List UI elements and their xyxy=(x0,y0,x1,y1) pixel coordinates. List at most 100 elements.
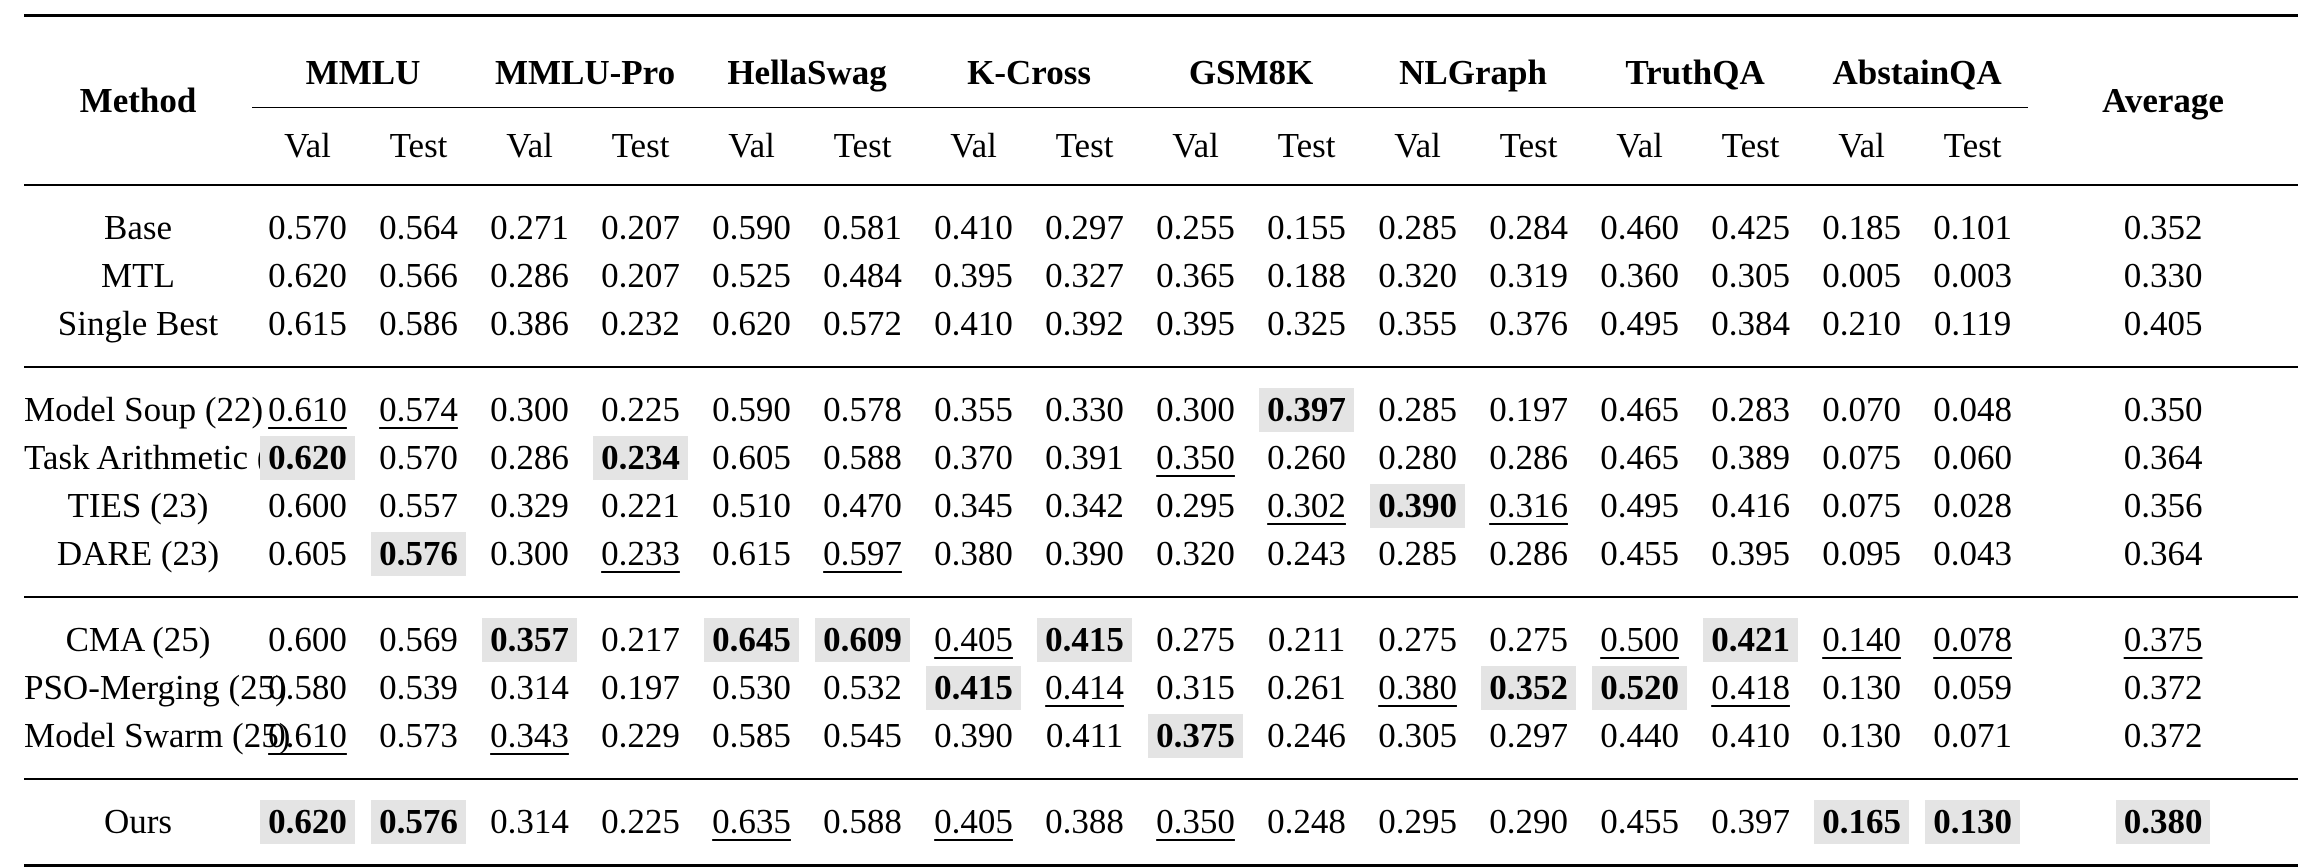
score-value: 0.280 xyxy=(1378,438,1457,477)
score-value: 0.028 xyxy=(1933,486,2012,525)
score-value: 0.530 xyxy=(712,668,791,707)
score-cell: 0.418 xyxy=(1695,664,1806,712)
split-header: Test xyxy=(807,107,919,186)
score-cell: 0.600 xyxy=(252,597,363,664)
score-cell: 0.342 xyxy=(1029,482,1140,530)
score-cell: 0.588 xyxy=(807,434,918,482)
score-value: 0.078 xyxy=(1933,620,2012,659)
score-cell: 0.600 xyxy=(252,482,363,530)
table-row: PSO-Merging (25) 0.580 0.539 0.314 0.197 0.53… xyxy=(24,664,2298,712)
score-cell: 0.525 xyxy=(696,252,807,300)
score-cell: 0.305 xyxy=(1695,252,1806,300)
score-value: 0.545 xyxy=(823,716,902,755)
score-cell: 0.564 xyxy=(363,185,474,252)
score-value: 0.300 xyxy=(1156,390,1235,429)
score-cell: 0.078 xyxy=(1917,597,2028,664)
score-value: 0.605 xyxy=(712,438,791,477)
score-value: 0.217 xyxy=(601,620,680,659)
score-value: 0.255 xyxy=(1156,208,1235,247)
score-value: 0.130 xyxy=(1925,800,2020,844)
score-cell: 0.315 xyxy=(1140,664,1251,712)
score-value: 0.397 xyxy=(1259,388,1354,432)
score-cell: 0.275 xyxy=(1140,597,1251,664)
score-cell: 0.620 xyxy=(696,300,807,367)
score-cell: 0.605 xyxy=(252,530,363,597)
split-header: Test xyxy=(1251,107,1363,186)
score-cell: 0.510 xyxy=(696,482,807,530)
score-cell: 0.620 xyxy=(252,779,363,867)
score-cell: 0.421 xyxy=(1695,597,1806,664)
score-value: 0.075 xyxy=(1822,486,1901,525)
score-value: 0.581 xyxy=(823,208,902,247)
score-value: 0.300 xyxy=(490,534,569,573)
score-value: 0.620 xyxy=(268,256,347,295)
score-value: 0.411 xyxy=(1045,716,1124,755)
score-cell: 0.397 xyxy=(1251,367,1362,434)
score-cell: 0.188 xyxy=(1251,252,1362,300)
score-cell: 0.302 xyxy=(1251,482,1362,530)
score-value: 0.355 xyxy=(934,390,1013,429)
score-value: 0.588 xyxy=(823,438,902,477)
score-cell: 0.300 xyxy=(1140,367,1251,434)
score-value: 0.390 xyxy=(1045,534,1124,573)
score-cell: 0.329 xyxy=(474,482,585,530)
score-value: 0.320 xyxy=(1156,534,1235,573)
average-cell: 0.364 xyxy=(2028,530,2298,597)
score-cell: 0.225 xyxy=(585,367,696,434)
score-cell: 0.233 xyxy=(585,530,696,597)
score-cell: 0.246 xyxy=(1251,712,1362,779)
score-cell: 0.355 xyxy=(1362,300,1473,367)
score-cell: 0.283 xyxy=(1695,367,1806,434)
score-value: 0.070 xyxy=(1822,390,1901,429)
score-value: 0.609 xyxy=(815,618,910,662)
score-cell: 0.165 xyxy=(1806,779,1918,867)
score-value: 0.243 xyxy=(1267,534,1346,573)
score-value: 0.370 xyxy=(934,438,1013,477)
score-cell: 0.060 xyxy=(1917,434,2028,482)
score-cell: 0.075 xyxy=(1806,482,1917,530)
method-cell: Base xyxy=(103,208,173,247)
table-row: Base 0.570 0.564 0.271 0.207 0.590 0.581 0.410 0… xyxy=(24,185,2298,252)
score-value: 0.286 xyxy=(1489,438,1568,477)
score-cell: 0.569 xyxy=(363,597,474,664)
score-value: 0.345 xyxy=(934,486,1013,525)
score-value: 0.130 xyxy=(1822,668,1901,707)
average-header: Average xyxy=(2028,15,2299,186)
score-cell: 0.300 xyxy=(474,530,585,597)
average-cell: 0.380 xyxy=(2028,779,2299,867)
score-cell: 0.416 xyxy=(1695,482,1806,530)
score-value: 0.271 xyxy=(490,208,569,247)
score-cell: 0.260 xyxy=(1251,434,1362,482)
score-cell: 0.573 xyxy=(363,712,474,779)
score-cell: 0.414 xyxy=(1029,664,1140,712)
average-cell: 0.372 xyxy=(2028,664,2298,712)
average-cell: 0.405 xyxy=(2028,300,2298,367)
score-value: 0.285 xyxy=(1378,534,1457,573)
score-value: 0.500 xyxy=(1600,620,1679,659)
score-cell: 0.261 xyxy=(1251,664,1362,712)
score-cell: 0.620 xyxy=(252,252,363,300)
header-row-benchmarks: Method MMLU MMLU-Pro HellaSwag K-Cross G… xyxy=(24,15,2299,186)
split-header: Val xyxy=(1362,107,1474,186)
score-cell: 0.255 xyxy=(1140,185,1251,252)
score-cell: 0.286 xyxy=(474,252,585,300)
score-value: 0.355 xyxy=(1378,304,1457,343)
score-value: 0.225 xyxy=(601,802,680,841)
score-cell: 0.229 xyxy=(585,712,696,779)
score-value: 0.376 xyxy=(1489,304,1568,343)
score-value: 0.395 xyxy=(1156,304,1235,343)
score-value: 0.397 xyxy=(1711,802,1790,841)
score-value: 0.286 xyxy=(1489,534,1568,573)
score-value: 0.314 xyxy=(490,802,569,841)
score-value: 0.343 xyxy=(490,716,569,755)
score-value: 0.620 xyxy=(260,436,355,480)
score-value: 0.395 xyxy=(1711,534,1790,573)
score-cell: 0.495 xyxy=(1584,482,1695,530)
score-cell: 0.455 xyxy=(1584,530,1695,597)
score-cell: 0.572 xyxy=(807,300,918,367)
score-cell: 0.221 xyxy=(585,482,696,530)
score-value: 0.060 xyxy=(1933,438,2012,477)
score-value: 0.576 xyxy=(371,532,466,576)
score-value: 0.586 xyxy=(379,304,458,343)
table-row: DARE (23) 0.605 0.576 0.300 0.233 0.615 0.597 0… xyxy=(24,530,2298,597)
